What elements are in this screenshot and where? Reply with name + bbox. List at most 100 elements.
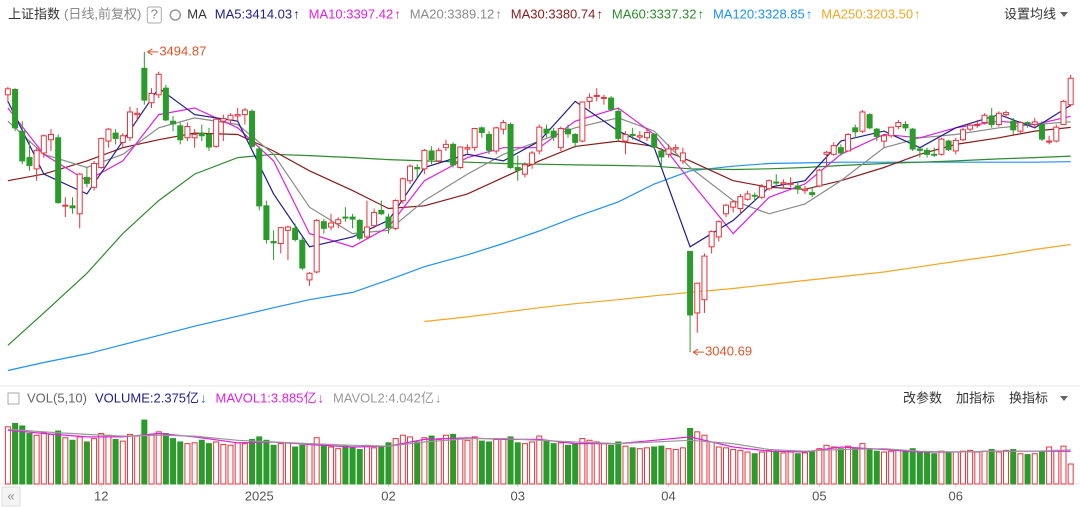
ma-legend: MA120:3328.85	[713, 6, 805, 21]
ma-legend: MA10:3397.42	[309, 6, 394, 21]
volume-bar	[722, 447, 729, 485]
candle-body	[809, 192, 816, 196]
volume-bar	[880, 451, 887, 485]
ma-legend: MA20:3389.12	[410, 6, 495, 21]
candle-body	[428, 150, 435, 161]
candle-body	[313, 219, 320, 273]
indicator-button[interactable]: 换指标	[1009, 390, 1048, 405]
volume-bar	[241, 443, 248, 485]
candle-body	[737, 196, 744, 209]
volume-bar	[299, 444, 306, 485]
candle-body	[608, 97, 615, 110]
candle-body	[83, 176, 90, 184]
volume-bar	[227, 444, 234, 485]
candle-body	[328, 222, 335, 228]
volume-bar	[967, 449, 974, 485]
candle-body	[464, 147, 471, 150]
candle-body	[543, 128, 550, 134]
indicator-caret[interactable]	[1060, 396, 1068, 401]
candle-body	[873, 128, 880, 137]
mavol-legend: MAVOL2:4.042亿	[333, 390, 434, 405]
volume-bar	[392, 438, 399, 485]
settings-caret[interactable]	[1060, 12, 1068, 17]
volume-bar	[866, 448, 873, 485]
volume-bar	[277, 443, 284, 485]
volume-bar	[371, 447, 378, 485]
volume-bar	[521, 443, 528, 485]
volume-bar	[995, 451, 1002, 485]
volume-bar	[83, 441, 90, 485]
volume-bar	[98, 433, 105, 485]
volume-bar	[471, 436, 478, 485]
volume-bar	[155, 431, 162, 485]
candle-body	[162, 87, 169, 121]
help-box[interactable]	[146, 6, 162, 24]
volume-bar	[809, 451, 816, 485]
candle-body	[91, 163, 98, 188]
candle-body	[708, 231, 715, 248]
indicator-button[interactable]: 加指标	[956, 390, 995, 405]
volume-bar	[249, 438, 256, 485]
volume-bar	[550, 443, 557, 485]
volume-bar	[442, 434, 449, 485]
low-annotation: 3040.69	[705, 344, 752, 359]
candle-body	[1010, 120, 1017, 131]
volume-bar	[1067, 463, 1074, 485]
candle-body	[148, 92, 155, 104]
candle-body	[658, 150, 665, 158]
candle-body	[995, 112, 1002, 126]
candle-body	[270, 241, 277, 244]
mavol-trend: ↓	[317, 390, 324, 405]
candle-body	[981, 114, 988, 124]
candle-body	[974, 124, 981, 127]
volume-bar	[938, 450, 945, 485]
candle-body	[701, 255, 708, 301]
volume-bar	[320, 444, 327, 485]
volume-bar	[335, 448, 342, 485]
volume-bar	[399, 434, 406, 485]
volume-bar	[421, 437, 428, 485]
scroll-left-button[interactable]	[1, 486, 21, 507]
candle-body	[694, 282, 701, 314]
candle-body	[916, 148, 923, 151]
volume-bar	[622, 445, 629, 485]
volume-bar	[579, 438, 586, 485]
volume-bar	[356, 449, 363, 485]
candle-body	[816, 169, 823, 187]
scroll-left-icon[interactable]: «	[7, 488, 14, 503]
volume-bar	[529, 441, 536, 485]
volume-bar	[694, 431, 701, 485]
volume-bar	[766, 449, 773, 485]
volume-bar	[830, 446, 837, 485]
volume-bar	[730, 449, 737, 485]
help-icon[interactable]: ?	[151, 6, 158, 21]
candle-body	[722, 204, 729, 215]
collapse-icon[interactable]	[7, 392, 20, 405]
high-annotation: 3494.87	[159, 43, 206, 58]
index-title: 上证指数	[8, 6, 60, 21]
volume-bar	[493, 438, 500, 485]
candle-body	[1060, 100, 1067, 126]
volume-bar	[837, 448, 844, 485]
volume-bar	[758, 451, 765, 485]
settings-gear[interactable]	[169, 9, 182, 21]
candle-body	[40, 135, 47, 154]
volume-bar	[909, 448, 916, 485]
volume-bar	[931, 453, 938, 485]
mavol-legend: MAVOL1:3.885亿	[216, 390, 317, 405]
volume-bar	[450, 433, 457, 485]
volume-bar	[33, 434, 40, 485]
x-tick-label: 05	[812, 488, 826, 503]
x-tick-label: 04	[661, 488, 675, 503]
volume-bar	[220, 443, 227, 485]
candle-body	[170, 120, 177, 125]
candle-body	[773, 181, 780, 184]
settings-button[interactable]: 设置均线	[1004, 6, 1056, 21]
candle-body	[1046, 140, 1053, 143]
candle-body	[292, 227, 299, 241]
volume-bar	[708, 441, 715, 485]
volume-bar	[55, 430, 62, 485]
candle-body	[19, 130, 26, 162]
candle-body	[507, 124, 514, 169]
indicator-button[interactable]: 改参数	[903, 390, 942, 405]
